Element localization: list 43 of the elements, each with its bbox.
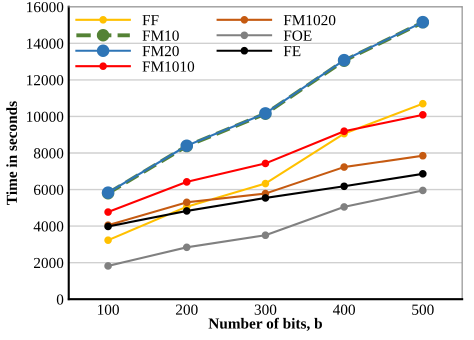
y-tick-label: 8000 — [34, 148, 64, 158]
point — [182, 198, 191, 206]
y-tick-label: 4000 — [34, 221, 64, 232]
legend-label: FM10 — [142, 30, 179, 41]
legend-label: FM1020 — [284, 14, 336, 26]
y-axis-title: Time in seconds — [6, 101, 18, 205]
point — [104, 236, 112, 244]
point — [340, 203, 348, 211]
point — [418, 186, 427, 194]
point — [262, 194, 270, 202]
x-tick-label: 200 — [176, 304, 198, 315]
y-tick-label: 16000 — [27, 2, 64, 12]
legend-label: FM20 — [142, 46, 179, 56]
y-tick-label: 12000 — [27, 75, 64, 86]
legend-label: FE — [284, 46, 300, 56]
point — [262, 160, 270, 168]
x-axis-title: Number of bits, b — [208, 318, 322, 331]
y-tick-label: 6000 — [34, 184, 64, 195]
y-tick-label: 2000 — [34, 258, 64, 268]
legend-label: FM1010 — [142, 61, 194, 72]
point — [262, 231, 270, 240]
point — [418, 110, 427, 119]
x-tick-label: 100 — [98, 304, 119, 315]
point — [104, 262, 112, 270]
point — [182, 207, 191, 215]
x-tick-label: 400 — [332, 304, 355, 315]
legend-label: FF — [142, 15, 159, 26]
y-tick-label: 0 — [56, 294, 64, 305]
x-tick-label: 500 — [412, 304, 434, 315]
point — [182, 178, 191, 186]
y-tick-label: 10000 — [27, 112, 64, 122]
point — [262, 180, 270, 188]
y-tick-label: 14000 — [27, 38, 64, 49]
point — [182, 243, 191, 252]
point — [418, 152, 427, 160]
point — [340, 182, 348, 190]
point — [418, 170, 427, 178]
point — [418, 100, 427, 108]
x-tick-label: 300 — [254, 304, 276, 315]
point — [340, 163, 348, 171]
legend-label: FOE — [284, 30, 312, 41]
point — [340, 127, 348, 136]
point — [104, 208, 112, 216]
